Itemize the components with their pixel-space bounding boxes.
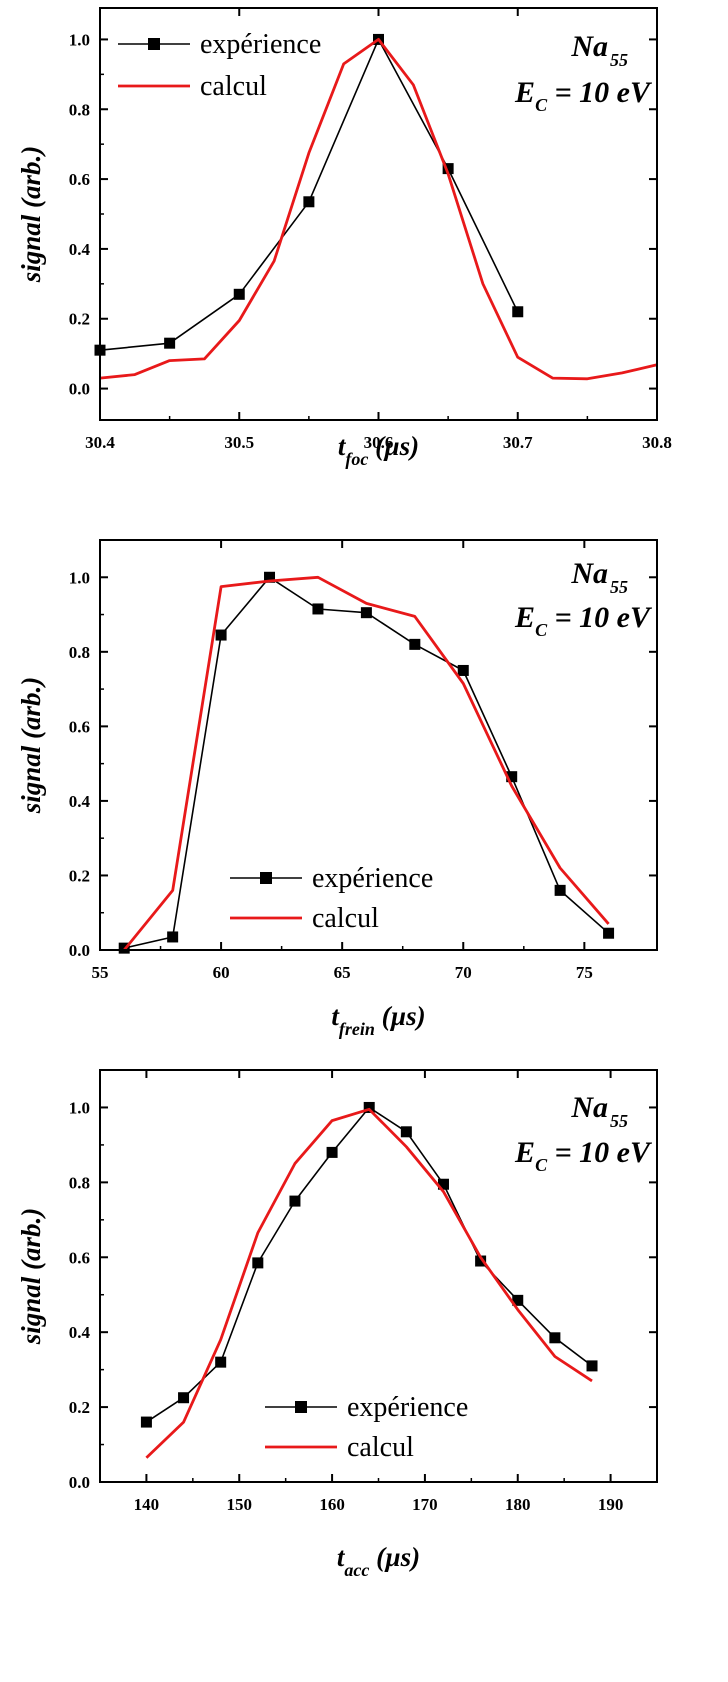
x-tick-label: 65 — [334, 963, 351, 982]
annotation-species-subscript: 55 — [610, 50, 628, 70]
data-point — [312, 603, 324, 615]
data-point — [252, 1257, 264, 1269]
data-point — [506, 771, 518, 783]
x-tick-label: 160 — [319, 1495, 345, 1514]
data-point — [360, 607, 372, 619]
data-point — [409, 638, 421, 650]
chart-panel-1: 30.4 30.5 30.6 30.7 30.8 0.0 0.2 0.4 0.6 0.8 1.0 ex… — [16, 7, 672, 469]
data-point — [215, 629, 227, 641]
x-tick-label: 150 — [227, 1495, 253, 1514]
y-tick-label: 0.4 — [69, 1323, 91, 1342]
annotation-species-subscript: 55 — [610, 1111, 628, 1131]
y-axis-label: signal (arb.) — [16, 146, 46, 284]
annotation-energy: EC = 10 eV — [514, 1136, 653, 1175]
y-tick-label: 0.0 — [69, 1473, 90, 1492]
x-tick-label: 60 — [213, 963, 230, 982]
y-axis-label: signal (arb.) — [16, 1208, 46, 1346]
data-point — [363, 1101, 375, 1113]
data-point — [400, 1126, 412, 1138]
data-point — [326, 1146, 338, 1158]
y-tick-label: 0.4 — [69, 240, 91, 259]
x-tick-label: 30.6 — [364, 433, 394, 452]
data-point — [512, 306, 524, 318]
data-point — [475, 1255, 487, 1267]
data-point — [264, 571, 276, 583]
y-tick-label: 1.0 — [69, 1098, 90, 1117]
x-tick-label: 180 — [505, 1495, 531, 1514]
y-tick-label: 0.0 — [69, 380, 90, 399]
y-tick-label: 0.0 — [69, 941, 90, 960]
data-point — [603, 927, 615, 939]
series-line-calcul — [99, 38, 658, 381]
x-axis-label: tacc (µs) — [337, 1542, 420, 1580]
y-tick-label: 1.0 — [69, 568, 90, 587]
y-tick-label: 0.8 — [69, 1173, 90, 1192]
data-point — [549, 1332, 561, 1344]
x-tick-label: 190 — [598, 1495, 624, 1514]
x-tick-label: 75 — [576, 963, 593, 982]
legend-marker-experience — [295, 1401, 307, 1413]
x-tick-label: 30.5 — [224, 433, 254, 452]
data-point — [457, 664, 469, 676]
plot-frame — [99, 539, 658, 951]
y-tick-label: 0.6 — [69, 1248, 90, 1267]
data-point — [303, 196, 315, 208]
annotation-species: Na — [570, 30, 608, 63]
y-tick-label: 1.0 — [69, 30, 90, 49]
legend: expérience calcul — [230, 863, 433, 934]
data-point — [437, 1178, 449, 1190]
legend-label-experience: expérience — [347, 1392, 468, 1423]
x-axis-label: tfrein (µs) — [331, 1001, 425, 1039]
data-point — [167, 931, 179, 943]
y-tick-label: 0.2 — [69, 1398, 90, 1417]
legend-label-calcul: calcul — [312, 903, 379, 934]
x-tick-label: 55 — [92, 963, 109, 982]
data-point — [215, 1356, 227, 1368]
x-tick-label: 30.7 — [503, 433, 533, 452]
annotation-species: Na — [570, 1091, 608, 1124]
data-point — [178, 1392, 190, 1404]
data-point — [289, 1195, 301, 1207]
data-point — [512, 1294, 524, 1306]
data-point — [586, 1360, 598, 1372]
y-tick-label: 0.6 — [69, 717, 90, 736]
y-tick-label: 0.2 — [69, 310, 90, 329]
legend-marker-experience — [148, 38, 160, 50]
plot-frame — [99, 1069, 658, 1483]
series-line-calcul — [123, 575, 610, 951]
y-axis-label: signal (arb.) — [16, 677, 46, 815]
x-tick-label: 170 — [412, 1495, 438, 1514]
x-tick-label: 30.8 — [642, 433, 672, 452]
chart-panel-3: 140 150 160 170 180 190 0.0 0.2 0.4 0.6 0.8 1.0 expé… — [16, 1069, 658, 1580]
y-tick-label: 0.2 — [69, 866, 90, 885]
legend-label-calcul: calcul — [347, 1432, 414, 1463]
legend: expérience calcul — [118, 29, 321, 102]
chart-panel-2: 55 60 65 70 75 0.0 0.2 0.4 0.6 0.8 1.0 expérience ca… — [16, 539, 658, 1039]
legend-label-calcul: calcul — [200, 71, 267, 102]
legend-label-experience: expérience — [200, 29, 321, 60]
x-tick-label: 30.4 — [85, 433, 115, 452]
y-tick-label: 0.8 — [69, 100, 90, 119]
data-point — [233, 288, 245, 300]
plot-frame — [99, 7, 658, 421]
y-tick-label: 0.4 — [69, 792, 91, 811]
data-point — [164, 337, 176, 349]
data-point — [554, 884, 566, 896]
x-tick-label: 140 — [134, 1495, 160, 1514]
annotation-energy: EC = 10 eV — [514, 601, 653, 640]
annotation-species-subscript: 55 — [610, 577, 628, 597]
data-point — [140, 1416, 152, 1428]
x-tick-label: 70 — [455, 963, 472, 982]
y-tick-label: 0.6 — [69, 170, 90, 189]
series-line-calcul — [145, 1107, 593, 1459]
data-point — [442, 163, 454, 175]
legend-marker-experience — [260, 872, 272, 884]
annotation-energy: EC = 10 eV — [514, 76, 653, 115]
legend: expérience calcul — [265, 1392, 468, 1463]
x-axis-label: tfoc (µs) — [338, 431, 419, 469]
legend-label-experience: expérience — [312, 863, 433, 894]
y-tick-label: 0.8 — [69, 643, 90, 662]
annotation-species: Na — [570, 557, 608, 590]
